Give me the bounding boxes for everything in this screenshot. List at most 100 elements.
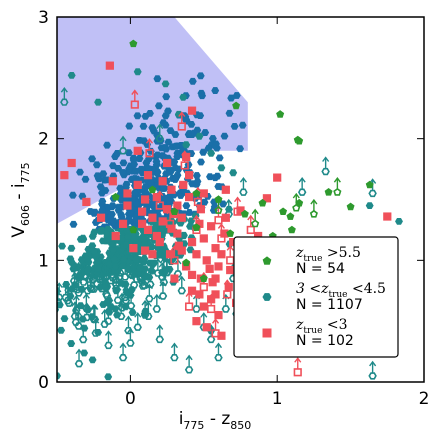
- red-point: [152, 192, 161, 202]
- teal-point: [238, 121, 247, 129]
- legend: ztrue >5.5N = 54 3 <ztrue <4.5N = 1107 ztr…: [233, 236, 399, 358]
- red-limit-point-marker: [193, 197, 203, 207]
- green-point: [226, 229, 235, 237]
- teal-point: [140, 255, 149, 263]
- teal-point: [77, 256, 86, 264]
- teal-limit-point-marker: [118, 147, 128, 155]
- teal-limit-point: [104, 305, 113, 325]
- teal-limit-point-marker: [57, 293, 64, 302]
- teal-limit-point: [158, 280, 168, 300]
- red-point: [148, 250, 157, 259]
- teal-point: [158, 152, 167, 159]
- teal-point: [214, 183, 223, 190]
- red-point: [173, 229, 182, 238]
- teal-limit-point: [40, 310, 47, 327]
- red-point: [167, 185, 176, 194]
- teal-limit-point: [321, 156, 330, 176]
- teal-limit-point: [61, 282, 70, 302]
- teal-limit-point-marker: [127, 271, 137, 280]
- teal-point: [153, 75, 162, 83]
- teal-point: [102, 230, 111, 237]
- red-point: [177, 213, 186, 222]
- teal-point: [139, 122, 148, 130]
- red-point: [226, 265, 235, 275]
- teal-point: [103, 141, 112, 149]
- teal-point: [94, 98, 103, 106]
- teal-limit-point-marker: [104, 341, 113, 350]
- green-point: [192, 189, 201, 197]
- legend-marker: [262, 293, 272, 301]
- teal-limit-point: [120, 282, 130, 302]
- red-point: [202, 256, 211, 265]
- teal-point: [119, 256, 128, 263]
- teal-point: [197, 158, 205, 166]
- teal-limit-point-marker: [78, 335, 88, 344]
- teal-limit-point: [184, 354, 194, 374]
- red-limit-point: [211, 318, 220, 338]
- teal-point: [80, 324, 89, 332]
- red-limit-point-marker: [233, 207, 242, 216]
- teal-point: [182, 202, 191, 210]
- teal-point: [225, 109, 234, 117]
- teal-point: [96, 183, 105, 191]
- teal-point: [88, 242, 97, 250]
- teal-limit-point-marker: [321, 167, 330, 176]
- red-point: [196, 205, 205, 214]
- y-axis-label-sub2: 775: [19, 162, 32, 183]
- teal-point: [146, 179, 155, 187]
- red-point: [133, 180, 142, 190]
- red-point: [273, 173, 282, 182]
- y-axis-label-sub1: 606: [19, 205, 32, 226]
- teal-point: [152, 158, 161, 165]
- red-point: [217, 331, 226, 340]
- teal-limit-point-marker: [153, 269, 163, 277]
- y-axis-label-mid: - i: [9, 183, 29, 205]
- teal-point: [127, 286, 136, 294]
- teal-point: [69, 220, 78, 228]
- green-point: [286, 212, 295, 220]
- teal-limit-point-marker: [111, 284, 121, 293]
- teal-point: [88, 313, 97, 321]
- teal-limit-point: [127, 260, 137, 280]
- red-point: [211, 244, 220, 253]
- y-tick-label: 1: [38, 251, 49, 271]
- plot-frame: [56, 16, 425, 383]
- red-limit-point-marker: [145, 149, 154, 158]
- teal-point: [166, 168, 174, 176]
- y-tick-label: 0: [38, 373, 49, 393]
- teal-limit-point: [145, 283, 154, 303]
- teal-point: [106, 213, 115, 220]
- red-point: [214, 310, 223, 320]
- teal-point: [154, 102, 163, 110]
- teal-point: [60, 315, 69, 323]
- x-tick-label: 0: [125, 389, 136, 409]
- teal-limit-point-marker: [61, 293, 70, 302]
- x-tick-label: 2: [419, 389, 430, 409]
- teal-point: [171, 176, 180, 183]
- teal-limit-point: [162, 257, 172, 277]
- red-point: [173, 201, 182, 210]
- red-point: [211, 290, 220, 299]
- legend-count: N = 1107: [296, 297, 363, 313]
- green-point: [111, 192, 120, 201]
- teal-point: [162, 93, 171, 101]
- teal-point: [229, 169, 238, 177]
- red-limit-point-marker: [199, 282, 208, 292]
- green-point: [182, 258, 191, 267]
- teal-point: [67, 244, 76, 252]
- red-limit-point-marker: [207, 304, 216, 314]
- teal-point: [57, 301, 64, 309]
- y-tick-label: 3: [38, 8, 49, 28]
- x-axis-label: i775 - z850: [179, 409, 252, 432]
- red-point: [138, 207, 147, 216]
- teal-limit-point: [368, 360, 377, 380]
- teal-point: [211, 142, 220, 149]
- green-point: [346, 202, 355, 211]
- teal-limit-point: [74, 348, 84, 368]
- teal-limit-point-marker: [221, 305, 231, 313]
- teal-limit-point: [126, 327, 135, 347]
- green-limit-point-marker: [333, 187, 342, 196]
- red-point: [140, 195, 150, 204]
- teal-point: [98, 237, 107, 245]
- red-point: [129, 244, 138, 253]
